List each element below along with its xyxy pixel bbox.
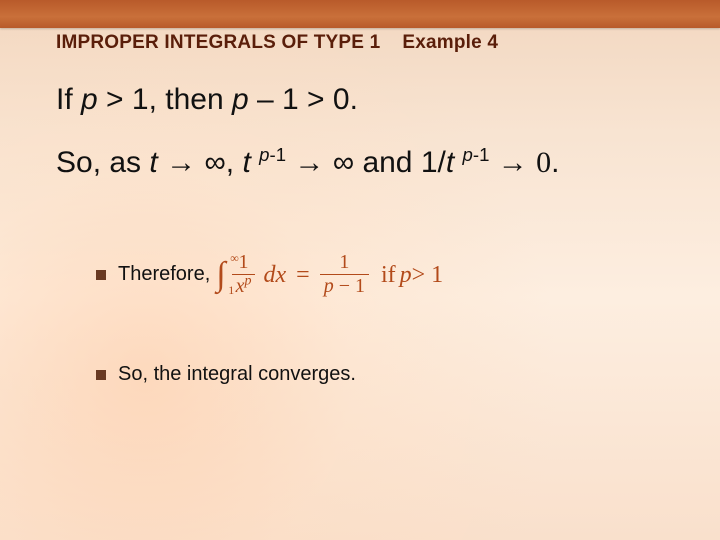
l2-tv2: t: [242, 146, 250, 179]
l2-t1: So, as: [56, 146, 149, 179]
slide: IMPROPER INTEGRALS OF TYPE 1 Example 4 I…: [0, 0, 720, 540]
bullet-list: Therefore, ∫ ∞ 1 1 xp dx = 1: [56, 252, 680, 386]
l2-exp2-rest: -1: [473, 144, 490, 165]
l2-exp2: p-1: [463, 144, 490, 165]
bullet1-label: Therefore,: [118, 263, 210, 286]
header-title: IMPROPER INTEGRALS OF TYPE 1: [56, 32, 380, 53]
l2-arrow3: →: [489, 146, 536, 179]
equals-sign: =: [296, 263, 310, 287]
l2-arrow2: → ∞ and 1/: [286, 146, 446, 179]
l1-t2: > 1, then: [98, 83, 232, 116]
l2-tv: t: [149, 146, 157, 179]
bullet-item-1: Therefore, ∫ ∞ 1 1 xp dx = 1: [96, 252, 680, 297]
slide-header: IMPROPER INTEGRALS OF TYPE 1 Example 4: [56, 32, 498, 54]
bullet1-formula: ∫ ∞ 1 1 xp dx = 1 p − 1: [216, 252, 443, 297]
l2-arrow1: → ∞,: [158, 146, 243, 179]
frac2-den-p: p: [324, 275, 334, 297]
l2-tv3: t: [446, 146, 454, 179]
l2-sp2: [454, 146, 462, 179]
dx: dx: [263, 263, 286, 287]
frac1-den-p: p: [244, 273, 251, 288]
header-example: Example 4: [402, 32, 498, 53]
fraction-2: 1 p − 1: [320, 252, 369, 297]
frac2-num: 1: [335, 252, 353, 273]
l2-dot: .: [551, 146, 559, 179]
bullet-square-icon: [96, 270, 106, 280]
integral-upper-bound: ∞: [230, 252, 239, 264]
text-line-2: So, as t → ∞, t p-1 → ∞ and 1/t p-1 → 0.: [56, 143, 680, 182]
l2-exp2-p: p: [463, 144, 473, 165]
l2-sp1: [251, 146, 259, 179]
cond-p: p: [400, 263, 412, 287]
if-text: if: [381, 263, 396, 287]
cond-rest: > 1: [412, 263, 444, 287]
l2-exp1: p-1: [259, 144, 286, 165]
frac2-den: p − 1: [320, 276, 369, 297]
frac2-den-rest: − 1: [334, 275, 365, 297]
text-line-1: If p > 1, then p – 1 > 0.: [56, 80, 680, 119]
integral-sign: ∫ ∞ 1: [216, 258, 225, 292]
slide-body: If p > 1, then p – 1 > 0. So, as t → ∞, …: [56, 80, 680, 452]
l2-exp1-rest: -1: [270, 144, 287, 165]
slide-top-bar: [0, 0, 720, 28]
integral-glyph: ∫: [216, 256, 225, 293]
l2-zero: 0: [536, 146, 551, 179]
l2-exp1-p: p: [259, 144, 269, 165]
bullet-square-icon: [96, 370, 106, 380]
bullet-item-2: So, the integral converges.: [96, 363, 680, 386]
l1-p2: p: [232, 83, 249, 116]
l1-p: p: [81, 83, 98, 116]
frac1-den: xp: [232, 276, 256, 297]
l1-t3: – 1 > 0.: [249, 83, 358, 116]
bullet2-label: So, the integral converges.: [118, 363, 356, 386]
l1-t1: If: [56, 83, 81, 116]
integral-lower-bound: 1: [228, 284, 234, 296]
header-spacer: [386, 32, 397, 53]
